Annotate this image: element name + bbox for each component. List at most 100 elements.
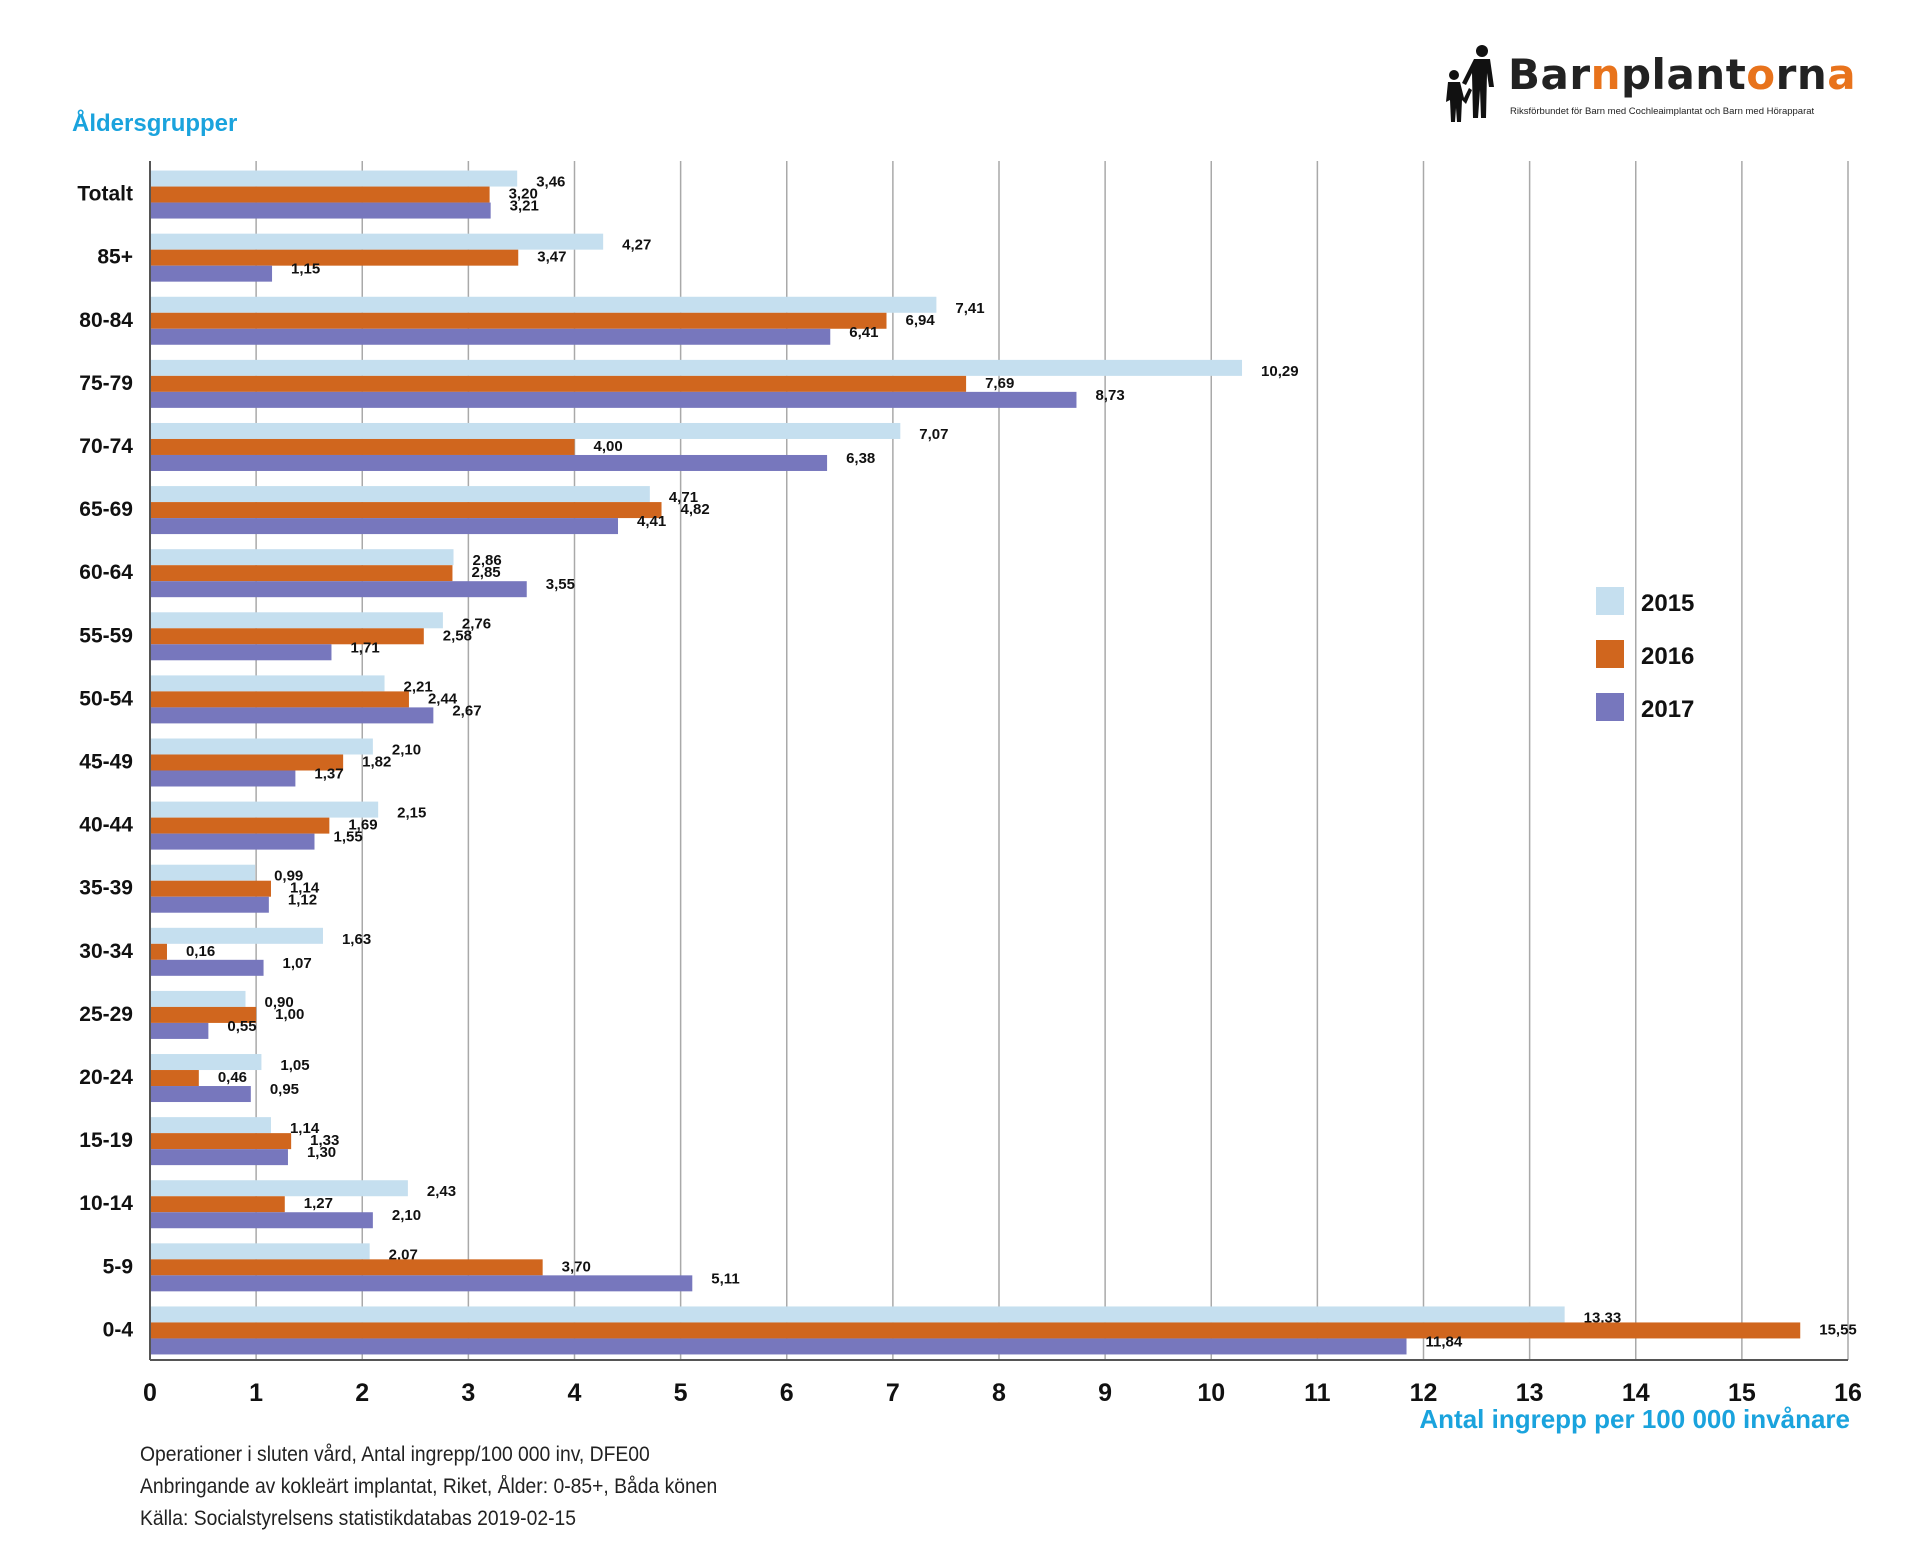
data-label-2017-65-69: 4,41 [637,513,666,530]
data-label-2015-40-44: 2,15 [397,805,426,822]
data-label-2015-85-: 4,27 [622,237,651,254]
bar-2016-totalt [150,186,490,203]
bar-2016-85- [150,249,519,266]
data-label-2015-80-84: 7,41 [955,300,984,317]
bar-2017-10-14 [150,1212,373,1229]
bar-2017-0-4 [150,1338,1407,1355]
data-label-2017-20-24: 0,95 [270,1081,299,1098]
footnote-line-3: Källa: Socialstyrelsens statistikdatabas… [140,1507,577,1530]
data-label-2016-80-84: 6,94 [906,312,936,329]
parent-child-silhouette-icon [1446,45,1494,122]
logo-part-6: a [1827,50,1857,99]
y-tick-label-15-19: 15-19 [79,1129,133,1152]
data-label-2016-30-34: 0,16 [186,943,215,960]
x-tick-label: 10 [1197,1379,1225,1407]
bar-2017-30-34 [150,959,264,976]
bar-2017-20-24 [150,1086,251,1103]
bar-2016-65-69 [150,502,662,519]
bar-2016-20-24 [150,1070,199,1087]
data-label-2017-85-: 1,15 [291,261,320,278]
legend-label-2015: 2015 [1641,590,1694,617]
data-label-2017-15-19: 1,30 [307,1144,336,1161]
bar-2017-25-29 [150,1022,209,1039]
bar-2015-70-74 [150,422,901,439]
data-label-2017-5-9: 5,11 [711,1270,739,1287]
bar-2016-5-9 [150,1259,543,1276]
y-tick-label-80-84: 80-84 [79,309,133,332]
x-tick-label: 11 [1304,1379,1331,1407]
bar-2015-80-84 [150,296,937,313]
y-tick-label-45-49: 45-49 [79,751,133,774]
data-label-2016-75-79: 7,69 [985,375,1014,392]
data-label-2015-5-9: 2,07 [389,1246,418,1263]
bar-2015-10-14 [150,1180,408,1197]
data-label-2017-25-29: 0,55 [227,1018,256,1035]
data-label-2015-15-19: 1,14 [290,1120,320,1137]
axis-layer: 0 1 2 3 4 5 6 7 8 9 10 11 12 13 14 15 16Totalt85+80-8475… [77,161,1862,1407]
footnote-line-1: Operationer i sluten vård, Antal ingrepp… [140,1443,650,1466]
logo-part-5: rn [1775,50,1828,99]
logo-part-4: o [1746,50,1776,99]
data-label-2015-30-34: 1,63 [342,931,371,948]
data-label-2017-55-59: 1,71 [350,639,379,656]
y-tick-label-totalt: Totalt [77,183,133,206]
bar-2016-50-54 [150,691,409,708]
data-label-2016-25-29: 1,00 [275,1006,304,1023]
data-label-2016-70-74: 4,00 [594,438,623,455]
data-label-2017-10-14: 2,10 [392,1207,421,1224]
data-label-2017-50-54: 2,67 [452,702,481,719]
bar-2017-85- [150,265,273,282]
data-label-2017-totalt: 3,21 [510,198,539,215]
x-tick-label: 8 [992,1379,1006,1407]
bar-2017-50-54 [150,707,434,724]
bar-2015-65-69 [150,486,650,503]
x-tick-label: 9 [1098,1379,1112,1407]
data-label-2017-35-39: 1,12 [288,892,317,909]
data-label-2016-50-54: 2,44 [428,690,458,707]
y-tick-label-40-44: 40-44 [79,814,133,837]
legend-label-2017: 2017 [1641,696,1694,723]
legend-swatch-2017 [1596,693,1624,721]
logo-part-1: Bar [1508,50,1591,99]
bar-2015-totalt [150,170,518,187]
bar-2017-70-74 [150,454,828,471]
data-label-2017-40-44: 1,55 [333,829,362,846]
data-label-2016-15-19: 1,33 [310,1132,339,1149]
legend-label-2016: 2016 [1641,643,1694,670]
legend-swatch-2015 [1596,587,1624,615]
x-tick-label: 6 [780,1379,794,1407]
x-tick-label: 1 [249,1379,263,1407]
x-tick-label: 5 [674,1379,688,1407]
data-label-2016-60-64: 2,85 [471,564,500,581]
bar-2017-40-44 [150,833,315,850]
bar-2016-15-19 [150,1133,292,1150]
data-label-2015-75-79: 10,29 [1261,363,1299,380]
bar-2017-45-49 [150,770,296,787]
data-label-2016-40-44: 1,69 [348,817,377,834]
bar-2016-80-84 [150,312,887,329]
y-tick-label-50-54: 50-54 [79,687,133,710]
bar-2015-20-24 [150,1054,262,1071]
footnote-line-2: Anbringande av kokleärt implantat, Riket… [140,1475,718,1498]
data-label-2016-55-59: 2,58 [443,627,472,644]
logo-part-3: plant [1620,50,1747,99]
x-tick-label: 13 [1516,1379,1544,1407]
y-tick-label-10-14: 10-14 [79,1192,133,1215]
data-label-2016-0-4: 15,55 [1819,1321,1857,1338]
data-label-2016-65-69: 4,82 [681,501,710,518]
bar-2017-80-84 [150,328,831,345]
bar-2017-35-39 [150,896,269,913]
bar-2017-5-9 [150,1275,693,1292]
data-label-2016-10-14: 1,27 [304,1195,333,1212]
data-label-2015-65-69: 4,71 [669,489,698,506]
data-label-2015-50-54: 2,21 [404,678,433,695]
logo-tagline: Riksförbundet för Barn med Cochleaimplan… [1510,106,1815,117]
data-label-2015-60-64: 2,86 [473,552,502,569]
bar-2015-60-64 [150,549,454,566]
data-label-2017-30-34: 1,07 [283,955,312,972]
y-tick-label-75-79: 75-79 [79,372,133,395]
y-tick-label-65-69: 65-69 [79,498,133,521]
x-tick-label: 3 [461,1379,475,1407]
data-label-2016-45-49: 1,82 [362,754,391,771]
bar-2015-15-19 [150,1117,271,1134]
